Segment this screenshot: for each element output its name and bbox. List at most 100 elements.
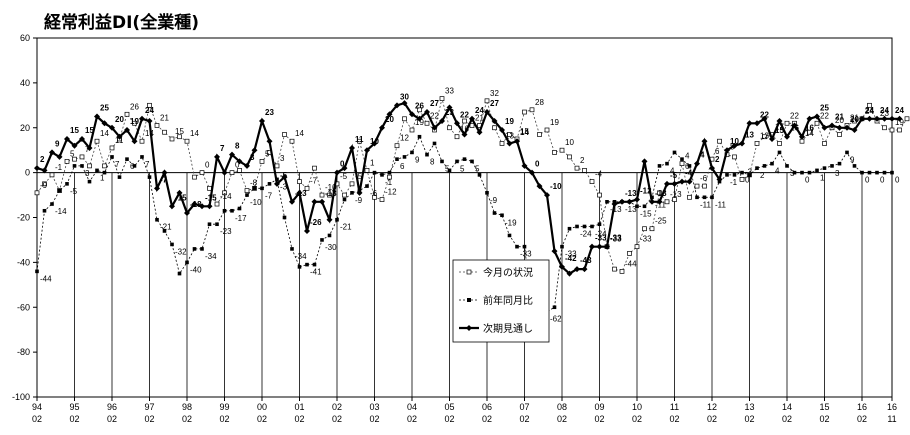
data-point-yoy — [815, 168, 819, 173]
data-point-current — [147, 102, 152, 108]
data-label: 14 — [145, 129, 154, 138]
data-point-current — [522, 109, 527, 115]
data-label: -12 — [640, 187, 652, 196]
data-label: 6 — [400, 162, 405, 171]
data-point-yoy — [245, 193, 249, 197]
data-point-outlook — [206, 203, 213, 210]
data-point-outlook — [379, 124, 385, 131]
y-tick-label: -60 — [17, 302, 30, 312]
data-label: 23 — [445, 108, 454, 117]
x-tick-label-year: 04 — [407, 402, 417, 412]
data-label: -4 — [685, 169, 693, 178]
data-point-yoy — [567, 226, 572, 231]
x-tick-label-year: 16 — [887, 402, 897, 412]
data-label: -33 — [610, 234, 622, 243]
data-point-yoy — [605, 199, 609, 204]
data-point-outlook — [866, 115, 873, 122]
data-label: -24 — [595, 229, 607, 238]
x-tick-label-year: 01 — [294, 402, 304, 412]
data-point-outlook — [566, 270, 573, 277]
data-point-current — [589, 179, 595, 184]
data-label: -44 — [40, 274, 52, 283]
data-point-yoy — [560, 244, 564, 249]
data-label: 17 — [775, 122, 784, 131]
data-label: -15 — [640, 209, 652, 218]
data-point-outlook — [454, 120, 460, 127]
x-tick-label-year: 94 — [32, 402, 42, 412]
data-label: -24 — [580, 229, 592, 238]
axes: 6040200-20-40-60-80-10094029502960297029… — [12, 33, 897, 424]
data-point-yoy — [252, 186, 257, 191]
data-point-yoy — [387, 170, 392, 175]
data-point-outlook — [244, 162, 250, 169]
x-tick-label-year: 96 — [107, 402, 117, 412]
x-tick-label-year: 09 — [594, 402, 604, 412]
data-point-outlook — [889, 115, 895, 122]
data-point-yoy — [477, 173, 482, 177]
data-point-yoy — [147, 175, 152, 179]
x-tick-label-year: 03 — [369, 402, 379, 412]
data-point-current — [379, 197, 385, 202]
data-point-yoy — [260, 186, 264, 191]
data-label: -9 — [40, 181, 48, 190]
data-point-yoy — [747, 173, 752, 177]
data-point-yoy — [522, 244, 527, 249]
data-point-outlook — [574, 266, 580, 273]
data-point-outlook — [581, 266, 588, 273]
data-point-current — [754, 141, 760, 146]
data-point-outlook — [124, 126, 130, 133]
data-point-current — [34, 190, 40, 196]
data-point-yoy — [642, 204, 647, 209]
x-tick-label-year: 08 — [557, 402, 567, 412]
data-point-yoy — [237, 206, 242, 211]
data-label: 1 — [820, 173, 825, 182]
data-point-yoy — [222, 208, 227, 213]
data-label: 16 — [460, 125, 469, 134]
data-point-current — [454, 134, 460, 140]
data-point-current — [694, 183, 700, 189]
data-point-current — [492, 125, 497, 131]
data-label: -32 — [175, 247, 187, 256]
data-point-current — [244, 188, 250, 193]
data-point-current — [679, 161, 685, 166]
data-point-current — [162, 129, 167, 135]
data-point-outlook — [304, 227, 310, 234]
data-point-yoy — [57, 188, 62, 193]
x-tick-label-year: 16 — [857, 402, 867, 412]
data-label: 2 — [580, 156, 585, 165]
data-label: 30 — [400, 92, 409, 101]
data-label: 15 — [775, 126, 784, 135]
data-point-current — [289, 138, 295, 144]
data-label: 19 — [130, 117, 139, 126]
data-point-current — [237, 168, 242, 173]
data-point-outlook — [829, 122, 835, 129]
data-point-yoy — [342, 197, 347, 202]
data-point-yoy — [425, 152, 429, 157]
data-label: 21 — [160, 114, 169, 123]
data-label: 24 — [895, 106, 904, 115]
x-tick-label-month: 02 — [444, 414, 454, 424]
x-tick-label-year: 10 — [632, 402, 642, 412]
data-point-outlook — [319, 198, 325, 205]
data-point-outlook — [731, 142, 738, 149]
data-point-outlook — [506, 140, 513, 147]
data-point-current — [664, 199, 670, 205]
data-point-outlook — [874, 115, 880, 122]
data-label: 24 — [865, 107, 874, 116]
data-label: -11 — [715, 200, 727, 209]
data-label: 0 — [340, 160, 345, 169]
data-point-current — [672, 197, 677, 202]
data-point-yoy — [710, 195, 714, 200]
data-label: 1 — [370, 158, 375, 167]
data-label: -43 — [580, 256, 592, 265]
data-label: -15 — [175, 193, 187, 202]
data-point-current — [619, 269, 625, 274]
data-point-current — [282, 132, 287, 137]
data-point-outlook — [64, 135, 70, 142]
data-point-yoy — [575, 224, 579, 229]
data-point-yoy — [462, 157, 467, 161]
data-label: 14 — [805, 129, 814, 138]
y-tick-label: -100 — [12, 392, 30, 402]
data-label: 24 — [865, 106, 874, 115]
data-point-outlook — [229, 151, 235, 158]
